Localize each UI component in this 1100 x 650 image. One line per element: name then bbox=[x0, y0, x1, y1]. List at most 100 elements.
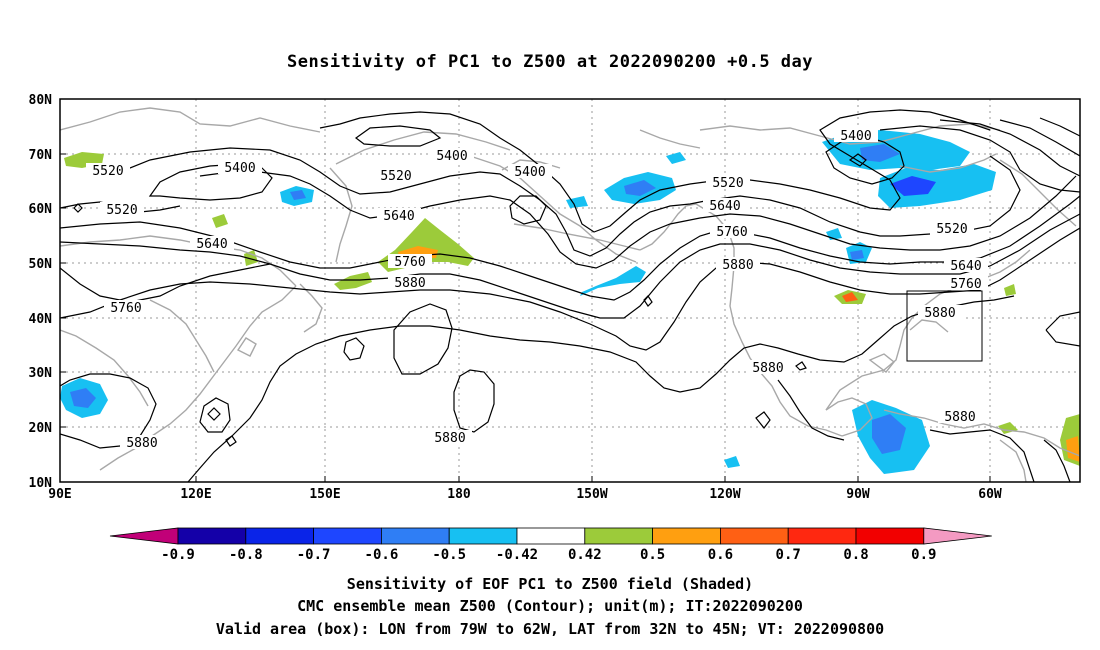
lat-label: 10N bbox=[29, 476, 53, 491]
contour-label: 5880 bbox=[918, 305, 962, 321]
colorbar-label: 0.42 bbox=[568, 547, 602, 563]
colorbar-label: 0.6 bbox=[708, 547, 733, 563]
contour-label: 5640 bbox=[190, 236, 234, 252]
map-frame bbox=[59, 98, 1081, 483]
colorbar: -0.9 -0.8 -0.7 -0.6 -0.5 -0.42 0.42 0.5 0.6 0.7 0.… bbox=[109, 527, 992, 563]
contour-label: 5880 bbox=[388, 275, 432, 291]
svg-text:5400: 5400 bbox=[840, 129, 871, 144]
colorbar-label: -0.8 bbox=[229, 547, 263, 563]
shade-negative-patch bbox=[580, 266, 646, 296]
contour-label: 5400 bbox=[430, 148, 474, 164]
contour-label: 5520 bbox=[374, 168, 418, 184]
lon-label: 90W bbox=[846, 487, 870, 502]
svg-text:5400: 5400 bbox=[514, 165, 545, 180]
contour-label: 5640 bbox=[703, 198, 747, 214]
shade-negative-core bbox=[850, 250, 864, 260]
shade-negative-core bbox=[624, 180, 656, 196]
colorbar-cell bbox=[584, 527, 653, 545]
contour-label: 5400 bbox=[218, 160, 262, 176]
colorbar-cell bbox=[177, 527, 247, 545]
shade-positive-patch bbox=[334, 272, 372, 290]
contour-label: 5880 bbox=[716, 257, 760, 273]
contour-label: 5640 bbox=[377, 208, 421, 224]
shade-positive-core bbox=[1066, 436, 1080, 462]
svg-text:5880: 5880 bbox=[126, 436, 157, 451]
svg-text:5880: 5880 bbox=[434, 431, 465, 446]
figure-title: Sensitivity of PC1 to Z500 at 2022090200… bbox=[287, 52, 813, 72]
contour-label: 5760 bbox=[104, 300, 148, 316]
lat-label: 80N bbox=[29, 93, 53, 108]
lat-label: 60N bbox=[29, 202, 53, 217]
svg-text:5400: 5400 bbox=[224, 161, 255, 176]
colorbar-label: 0.8 bbox=[843, 547, 868, 563]
shade-negative-patch bbox=[878, 164, 996, 208]
colorbar-cell bbox=[448, 527, 518, 545]
contour-label: 5520 bbox=[706, 175, 750, 191]
shade-negative-core bbox=[70, 388, 96, 408]
valid-area-box bbox=[906, 290, 983, 362]
colorbar-label: -0.6 bbox=[365, 547, 399, 563]
colorbar-label: 0.5 bbox=[640, 547, 665, 563]
svg-text:5760: 5760 bbox=[950, 277, 981, 292]
svg-text:5640: 5640 bbox=[709, 199, 740, 214]
lon-label: 120W bbox=[709, 487, 740, 502]
contour-label: 5880 bbox=[428, 430, 472, 446]
shade-negative-patch bbox=[566, 196, 588, 208]
colorbar-label: -0.5 bbox=[432, 547, 466, 563]
shade-negative-patch bbox=[666, 152, 686, 164]
svg-text:5400: 5400 bbox=[436, 149, 467, 164]
lon-label: 150E bbox=[309, 487, 340, 502]
contour-label: 5760 bbox=[388, 254, 432, 270]
svg-text:5520: 5520 bbox=[712, 176, 743, 191]
contour-label: 5880 bbox=[938, 409, 982, 425]
caption-line: Valid area (box): LON from 79W to 62W, L… bbox=[216, 620, 884, 638]
colorbar-label: -0.42 bbox=[496, 547, 538, 563]
contour-label: 5520 bbox=[930, 221, 974, 237]
contour-label: 5400 bbox=[508, 164, 552, 180]
contour-label: 5640 bbox=[944, 258, 988, 274]
colorbar-right-extension bbox=[923, 527, 992, 545]
z500-contours bbox=[60, 109, 1080, 482]
lat-label: 30N bbox=[29, 366, 53, 381]
svg-text:5880: 5880 bbox=[394, 276, 425, 291]
colorbar-label: 0.7 bbox=[776, 547, 801, 563]
colorbar-left-extension bbox=[109, 527, 179, 545]
svg-text:5880: 5880 bbox=[722, 258, 753, 273]
caption-line: CMC ensemble mean Z500 (Contour); unit(m… bbox=[297, 597, 803, 615]
lat-label: 20N bbox=[29, 421, 53, 436]
shade-positive-patch bbox=[998, 422, 1018, 434]
map-panel bbox=[60, 99, 1080, 482]
colorbar-cell bbox=[720, 527, 789, 545]
contour-label: 5880 bbox=[746, 360, 790, 376]
lon-label: 120E bbox=[180, 487, 211, 502]
contour-label: 5400 bbox=[834, 128, 878, 144]
colorbar-cell bbox=[855, 527, 925, 545]
lon-label: 90E bbox=[48, 487, 71, 502]
shade-positive-patch bbox=[244, 250, 258, 266]
colorbar-cell bbox=[652, 527, 721, 545]
sensitivity-shading bbox=[60, 130, 1080, 474]
svg-text:5760: 5760 bbox=[394, 255, 425, 270]
contour-label: 5760 bbox=[710, 224, 754, 240]
svg-text:5520: 5520 bbox=[92, 164, 123, 179]
contour-label-group: 5520 5400 5400 5520 5400 5400 5520 5520 … bbox=[86, 128, 988, 451]
caption-line: Sensitivity of EOF PC1 to Z500 field (Sh… bbox=[347, 575, 753, 593]
contour-label: 5880 bbox=[120, 435, 164, 451]
lat-label: 40N bbox=[29, 312, 53, 327]
colorbar-cell bbox=[787, 527, 857, 545]
svg-text:5640: 5640 bbox=[383, 209, 414, 224]
svg-text:5880: 5880 bbox=[752, 361, 783, 376]
colorbar-cell bbox=[380, 527, 450, 545]
latitude-labels: 80N 70N 60N 50N 40N 30N 20N 10N bbox=[29, 93, 53, 491]
svg-text:5520: 5520 bbox=[106, 203, 137, 218]
shade-negative-patch bbox=[724, 456, 740, 468]
colorbar-cell bbox=[313, 527, 382, 545]
lon-label: 180 bbox=[447, 487, 471, 502]
colorbar-label: -0.7 bbox=[297, 547, 331, 563]
svg-text:5760: 5760 bbox=[716, 225, 747, 240]
shade-positive-patch bbox=[1004, 284, 1016, 296]
svg-text:5880: 5880 bbox=[944, 410, 975, 425]
shade-negative-core bbox=[290, 190, 306, 200]
shade-positive-core bbox=[842, 292, 858, 302]
